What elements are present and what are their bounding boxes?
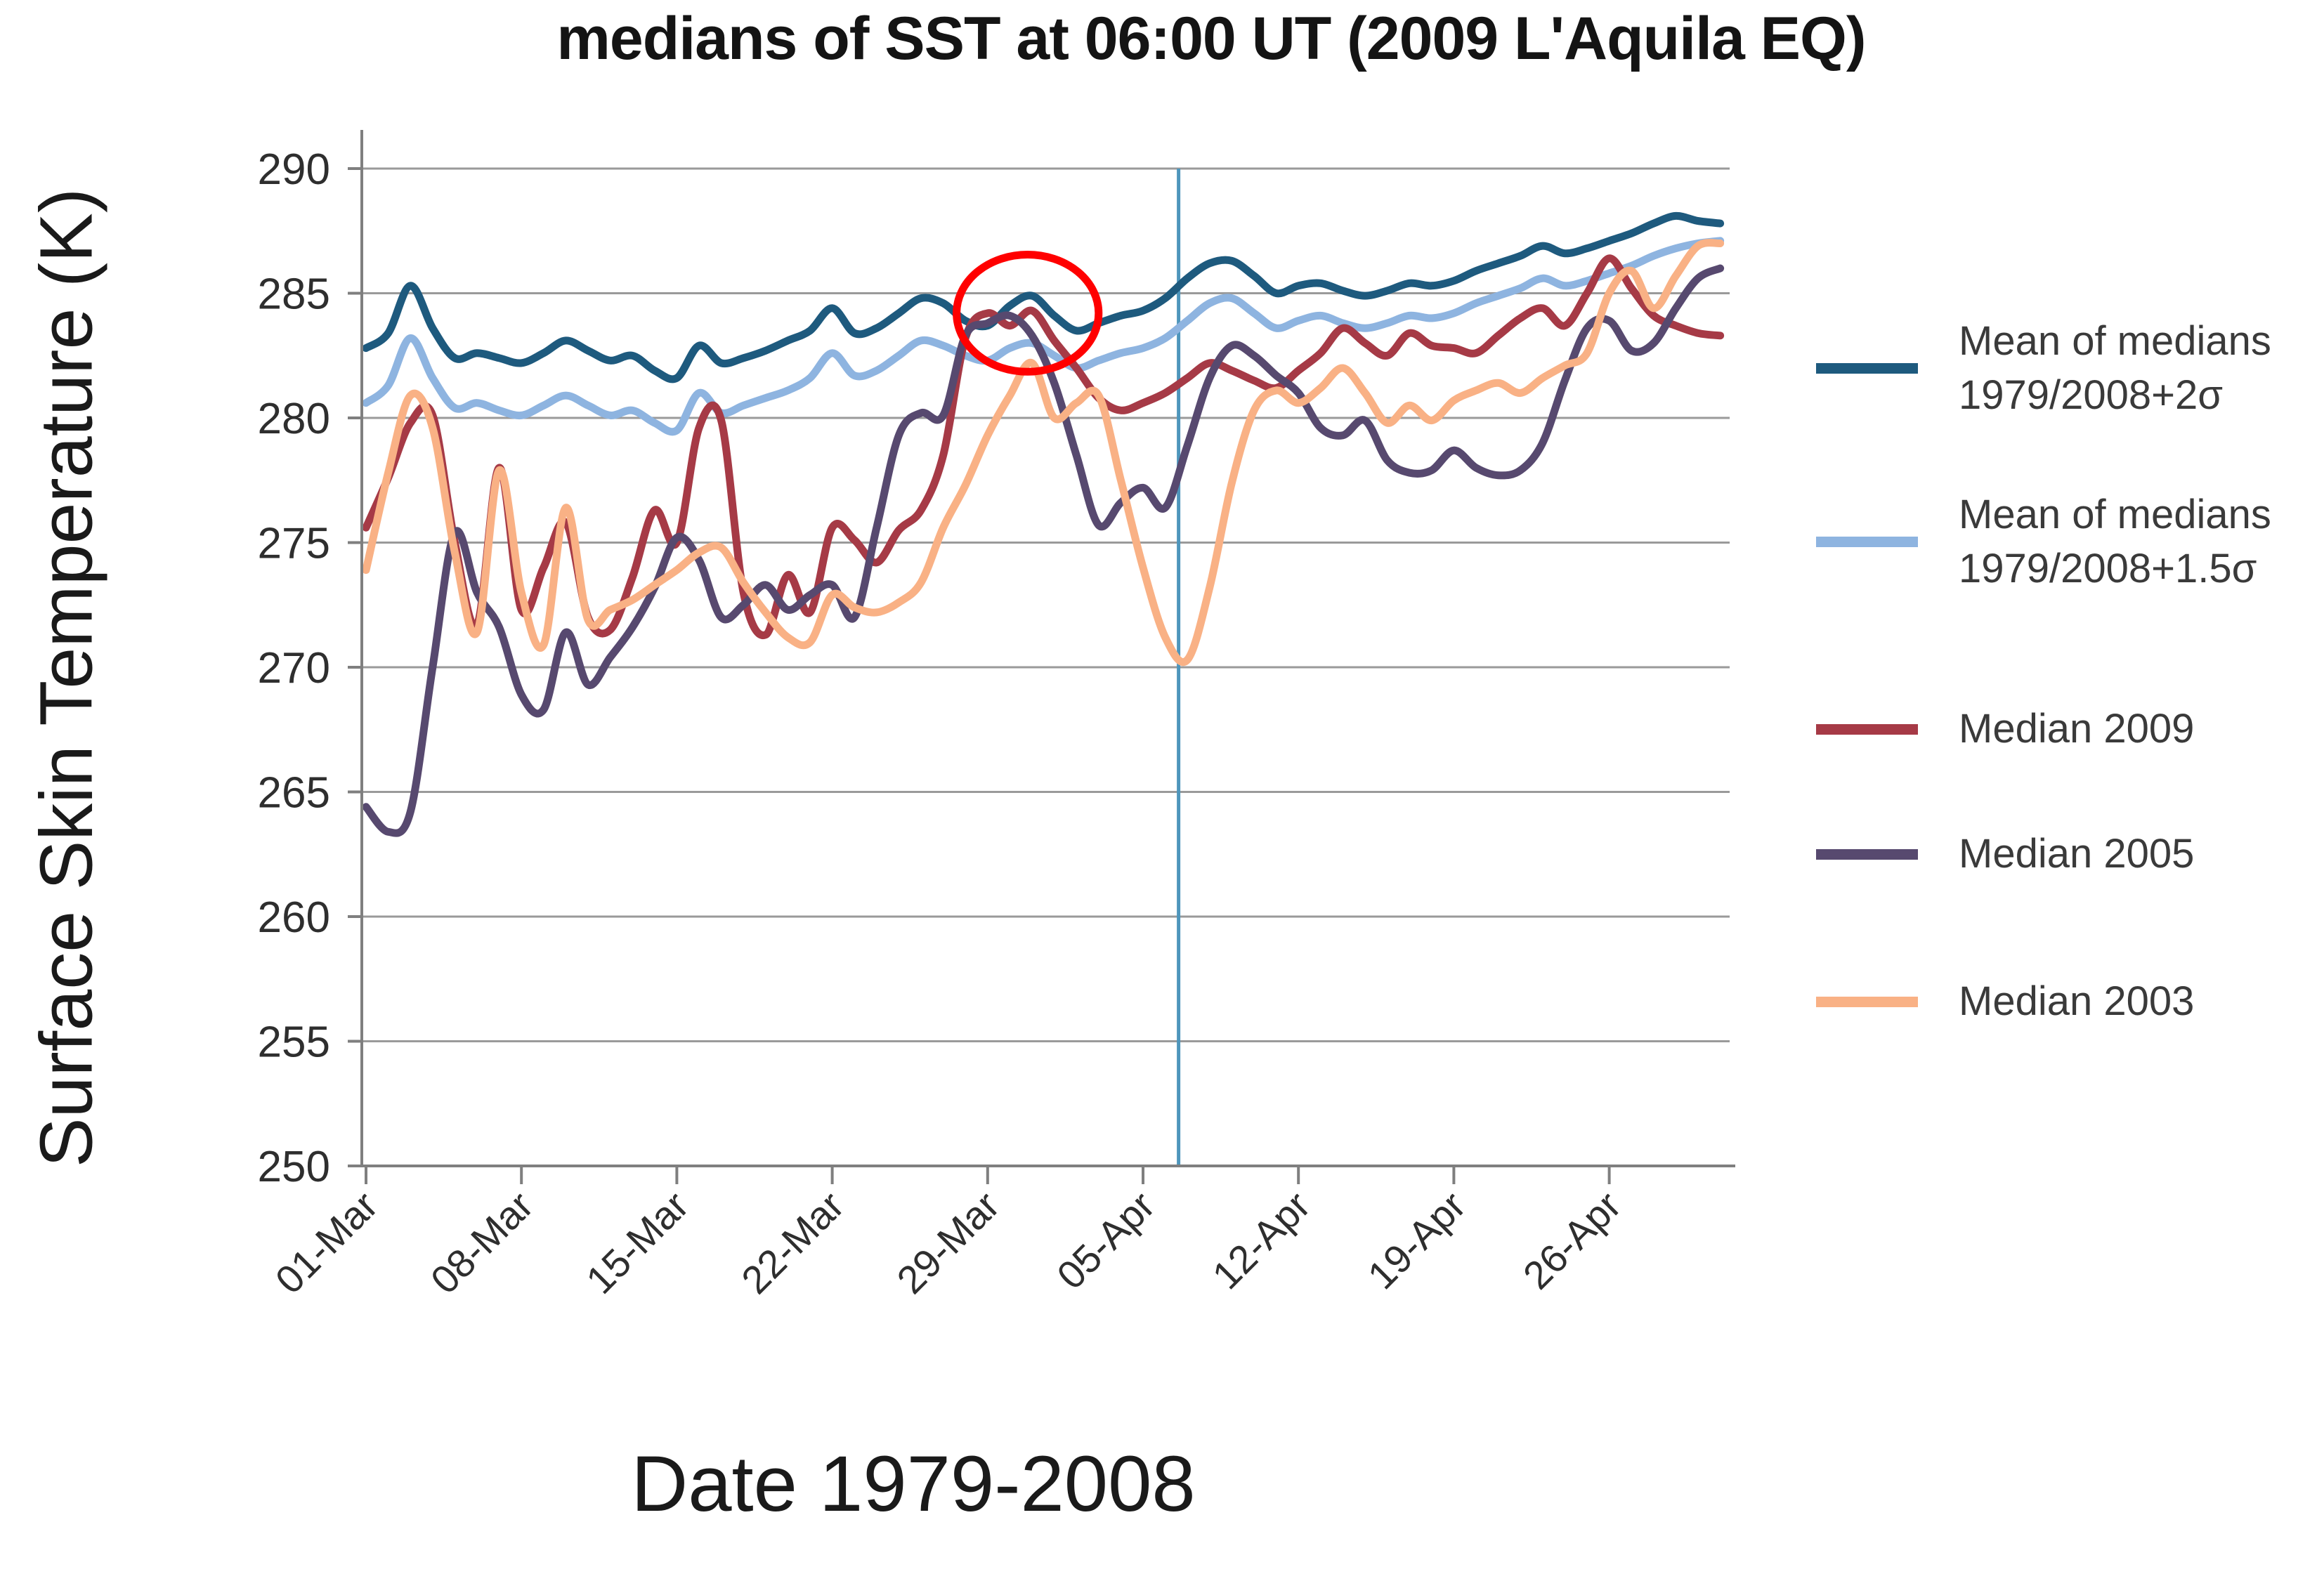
- legend-line-swatch: [1816, 723, 1918, 735]
- series-line-median-2005: [362, 264, 1725, 837]
- y-tick-label: 270: [258, 644, 330, 693]
- y-tick-label: 255: [258, 1018, 330, 1067]
- chart-title: medians of SST at 06:00 UT (2009 L'Aquil…: [556, 5, 1866, 72]
- x-tick-labels: 01-Mar 08-Mar 15-Mar 22-Mar 29-Mar 05-Apr 12-A…: [267, 1183, 1630, 1302]
- legend-line-swatch: [1816, 996, 1918, 1007]
- y-tick-label: 285: [258, 270, 330, 319]
- legend-item-median-2003: Median 2003: [1816, 975, 2194, 1029]
- legend-label: Median 2009: [1959, 706, 2195, 752]
- x-tick-label: 01-Mar: [267, 1183, 386, 1302]
- x-tick-label: 08-Mar: [422, 1183, 542, 1302]
- legend-line-swatch: [1816, 363, 1918, 374]
- x-tick-label: 15-Mar: [577, 1183, 697, 1302]
- legend-item-mean-of-medians-1979-2008-2-: Mean of medians 1979/2008+2σ: [1816, 315, 2271, 422]
- series-line-median-2003: [362, 239, 1725, 667]
- legend: Mean of medians 1979/2008+2σ Mean of medi…: [1816, 0, 2322, 1570]
- legend-label: Mean of medians 1979/2008+1.5σ: [1959, 492, 2271, 591]
- y-tick-label: 250: [258, 1143, 330, 1191]
- y-tick-label: 290: [258, 145, 330, 194]
- x-tick-label: 05-Apr: [1048, 1183, 1163, 1297]
- y-tick-labels: 250 255 260 265 270 275 280 285 290: [258, 145, 330, 1191]
- anomaly-circle-annotation: [953, 251, 1103, 376]
- legend-item-mean-of-medians-1979-2008-1-5-: Mean of medians 1979/2008+1.5σ: [1816, 488, 2271, 596]
- series-line-mean-of-medians-1979-2008-2-: [362, 211, 1725, 383]
- y-tick-label: 280: [258, 395, 330, 443]
- legend-label: Median 2003: [1959, 978, 2195, 1024]
- y-tick-label: 275: [258, 520, 330, 568]
- legend-item-median-2009: Median 2009: [1816, 702, 2194, 756]
- y-tick-label: 265: [258, 769, 330, 818]
- axes: [348, 130, 1735, 1184]
- series-line-median-2009: [362, 254, 1725, 639]
- legend-item-median-2005: Median 2005: [1816, 827, 2194, 881]
- x-axis-label: Date 1979-2008: [631, 1440, 1196, 1528]
- legend-line-swatch: [1816, 848, 1918, 860]
- x-tick-label: 29-Mar: [888, 1183, 1007, 1302]
- x-tick-label: 19-Apr: [1359, 1183, 1473, 1297]
- x-tick-label: 26-Apr: [1515, 1183, 1629, 1297]
- legend-line-swatch: [1816, 537, 1918, 548]
- series-line-mean-of-medians-1979-2008-1-5-: [362, 237, 1725, 436]
- y-tick-label: 260: [258, 893, 330, 942]
- legend-label: Median 2005: [1959, 831, 2195, 877]
- legend-label: Mean of medians 1979/2008+2σ: [1959, 318, 2271, 418]
- x-tick-label: 12-Apr: [1203, 1183, 1318, 1297]
- x-tick-label: 22-Mar: [733, 1183, 852, 1302]
